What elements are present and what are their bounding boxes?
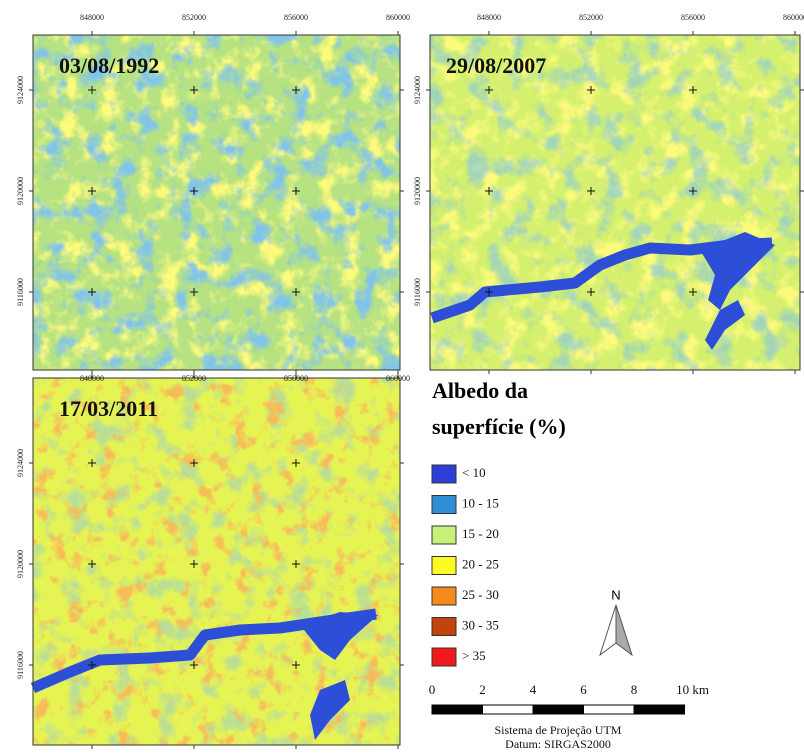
legend-swatch [432, 648, 456, 666]
y-tick-label: 9120000 [16, 177, 25, 205]
north-arrow [600, 605, 632, 655]
legend-label: 25 - 30 [462, 587, 499, 602]
y-tick-label: 9116000 [413, 278, 422, 306]
projection-note: Sistema de Projeção UTM [495, 723, 622, 737]
x-tick-label: 852000 [182, 13, 206, 22]
x-tick-label: 860000 [386, 13, 410, 22]
legend-label: 30 - 35 [462, 617, 499, 632]
x-tick-label: 848000 [477, 13, 501, 22]
map-panel [430, 35, 800, 370]
y-tick-label: 9120000 [413, 177, 422, 205]
legend-label: 10 - 15 [462, 495, 499, 510]
x-tick-label: 856000 [681, 13, 705, 22]
x-tick-label: 860000 [783, 13, 804, 22]
legend-swatch [432, 587, 456, 605]
y-tick-label: 9120000 [16, 550, 25, 578]
legend-swatch [432, 496, 456, 514]
legend-title: superfície (%) [432, 414, 566, 439]
legend-label: 20 - 25 [462, 556, 499, 571]
panel-date: 29/08/2007 [446, 53, 546, 78]
y-tick-label: 9124000 [16, 76, 25, 104]
legend-label: 15 - 20 [462, 526, 499, 541]
y-tick-label: 9124000 [16, 449, 25, 477]
scale-segment [634, 705, 685, 714]
scale-label: 6 [580, 682, 587, 697]
y-tick-label: 9116000 [16, 278, 25, 306]
legend-title: Albedo da [432, 378, 528, 403]
legend-swatch [432, 465, 456, 483]
scale-label: 0 [429, 682, 436, 697]
legend-label: > 35 [462, 648, 486, 663]
scale-label: 4 [530, 682, 537, 697]
panel-date: 03/08/1992 [59, 53, 159, 78]
legend-swatch [432, 618, 456, 636]
y-tick-label: 9116000 [16, 651, 25, 679]
scale-label: 2 [479, 682, 486, 697]
map-panel [33, 378, 400, 745]
datum-note: Datum: SIRGAS2000 [505, 737, 611, 751]
scale-segment [483, 705, 534, 714]
map-panel [33, 35, 400, 370]
x-tick-label: 852000 [579, 13, 603, 22]
legend-swatch [432, 557, 456, 575]
x-tick-label: 856000 [284, 13, 308, 22]
scale-label: 10 km [676, 682, 709, 697]
scale-segment [584, 705, 635, 714]
x-tick-label: 848000 [80, 13, 104, 22]
legend-label: < 10 [462, 465, 486, 480]
y-tick-label: 9124000 [413, 76, 422, 104]
scale-label: 8 [631, 682, 638, 697]
scale-segment [533, 705, 584, 714]
panel-date: 17/03/2011 [59, 396, 158, 421]
figure: 8480008480008520008520008560008560008600… [0, 0, 804, 754]
legend-swatch [432, 526, 456, 544]
scale-segment [432, 705, 483, 714]
north-label: N [611, 587, 620, 602]
